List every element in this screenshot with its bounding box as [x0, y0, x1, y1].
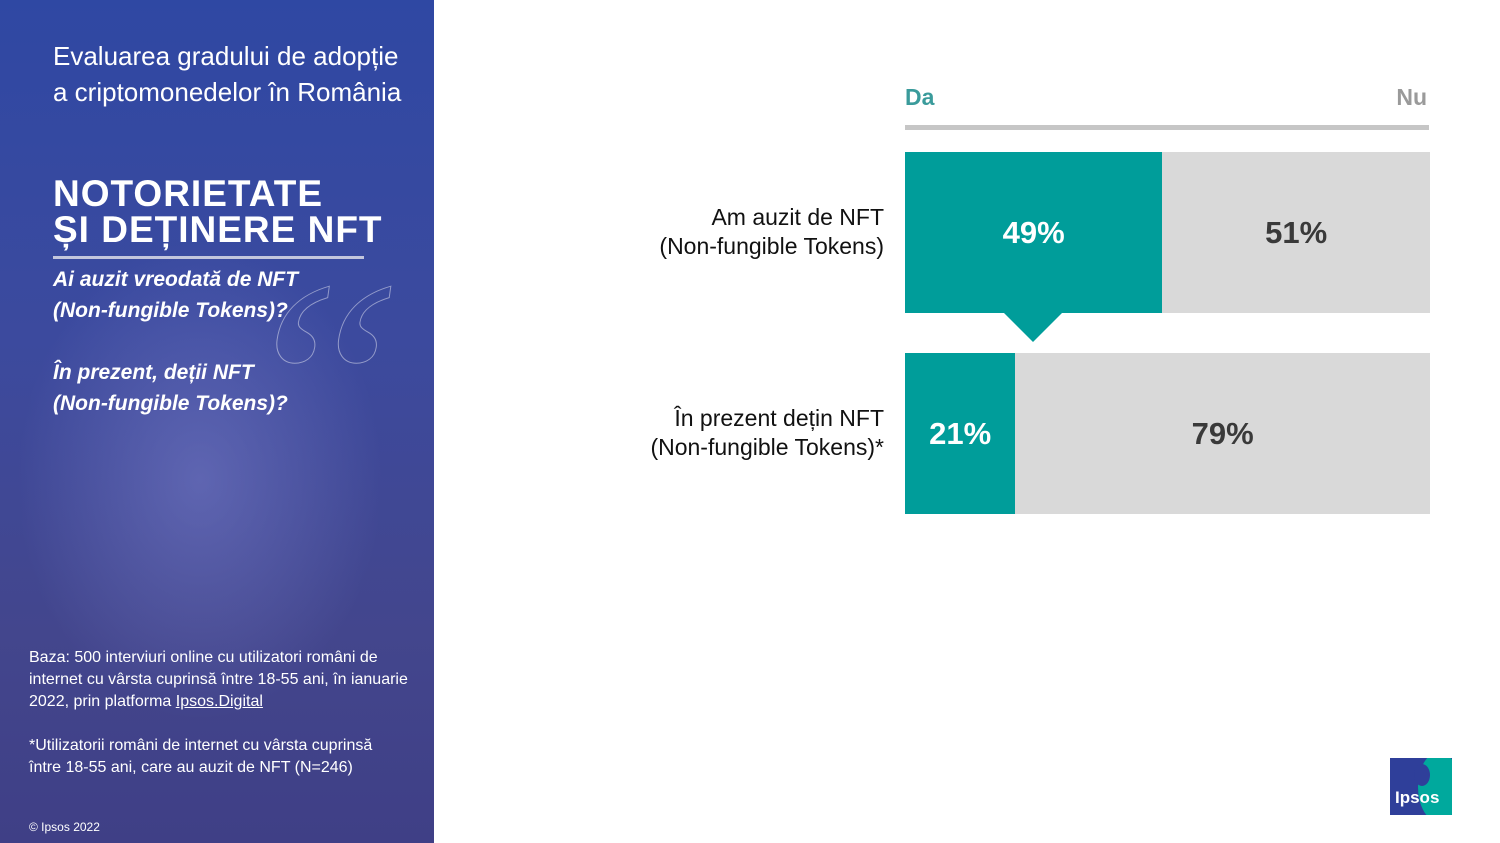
bar-segment-yes: 49% — [905, 152, 1163, 313]
bar-segment-no: 51% — [1162, 152, 1430, 313]
headline: NOTORIETATE ȘI DEȚINERE NFT — [53, 173, 383, 250]
ipsos-digital-link[interactable]: Ipsos.Digital — [175, 693, 263, 710]
base-note-text: Baza: 500 interviuri online cu utilizato… — [29, 649, 408, 710]
side-panel: Evaluarea gradului de adopție a criptomo… — [0, 0, 434, 843]
bar-segment-no: 79% — [1015, 353, 1430, 514]
bar-segment-yes: 21% — [905, 353, 1016, 514]
legend-divider — [905, 125, 1429, 130]
logo-head-icon — [1414, 764, 1430, 786]
legend-no: Nu — [1396, 84, 1427, 110]
intro-title: Evaluarea gradului de adopție a criptomo… — [53, 41, 402, 107]
footnote: *Utilizatorii români de internet cu vârs… — [29, 737, 373, 776]
headline-underline — [53, 256, 364, 259]
ipsos-logo: Ipsos — [1390, 758, 1452, 815]
copyright: © Ipsos 2022 — [29, 820, 100, 834]
category-label-heard: Am auzit de NFT (Non-fungible Tokens) — [659, 204, 884, 259]
base-note: Baza: 500 interviuri online cu utilizato… — [29, 647, 409, 713]
question-heard-nft: Ai auzit vreodată de NFT (Non-fungible T… — [53, 268, 299, 322]
bar-row-heard: 49% 51% — [905, 152, 1430, 313]
bar-row-own: 21% 79% — [905, 353, 1430, 514]
question-own-nft: În prezent, deții NFT (Non-fungible Toke… — [53, 361, 288, 415]
category-label-own: În prezent dețin NFT (Non-fungible Token… — [650, 405, 884, 460]
logo-text: Ipsos — [1395, 788, 1440, 807]
pointer-arrow-icon — [1003, 312, 1063, 342]
legend-yes: Da — [905, 84, 935, 110]
